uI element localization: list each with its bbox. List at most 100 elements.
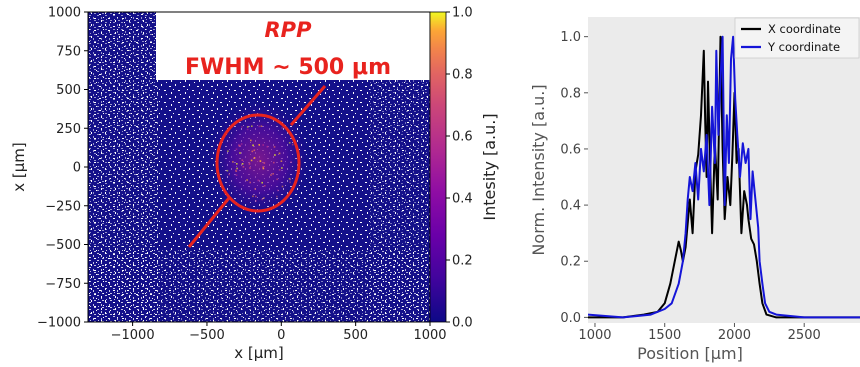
beam-profile-heatmap: RPP FWHM ~ 500 μm −1000 −500 0 500 1000 1000… — [10, 6, 499, 363]
line-chart-series — [588, 35, 860, 319]
hot-spot-speckle — [250, 139, 252, 142]
heatmap-y-tick-label: 0 — [73, 161, 81, 176]
line-chart-x-axis-label: Position [μm] — [637, 344, 743, 363]
hot-spot-speckle — [253, 149, 256, 152]
annotation-fwhm: FWHM ~ 500 μm — [185, 55, 391, 80]
hot-spot-speckle — [276, 178, 278, 181]
hot-spot-speckle — [228, 173, 230, 176]
heatmap-x-axis-label: x [μm] — [234, 344, 284, 362]
hot-spot-speckle — [236, 163, 238, 165]
hot-spot-speckle — [252, 144, 254, 147]
hot-spot-speckle — [227, 150, 229, 152]
hot-spot-speckle — [238, 144, 240, 146]
hot-spot-speckle — [263, 197, 265, 199]
fwhm-circle — [215, 113, 301, 213]
legend-label-x: X coordinate — [768, 22, 841, 36]
hot-spot-speckle — [242, 166, 245, 168]
colorbar-tick-label: 1.0 — [452, 6, 473, 21]
intensity-profile-chart: 1000 1500 2000 2500 0.0 0.2 0.4 0.6 0.8 1.0 X coo… — [529, 17, 860, 363]
line-chart-y-tick-label: 1.0 — [560, 30, 581, 45]
line-chart-y-tick-label: 0.0 — [560, 311, 581, 326]
colorbar-tick-label: 0.2 — [452, 254, 473, 269]
hot-spot-speckle — [273, 161, 275, 164]
hot-spot-speckle — [260, 125, 263, 127]
hot-spot-speckle — [262, 167, 265, 170]
heatmap-y-axis-ticks: 1000 750 500 250 0 −250 −500 −750 −1000 — [37, 6, 88, 331]
heatmap-y-tick-label: 1000 — [48, 6, 81, 21]
hot-spot-speckle — [241, 159, 244, 161]
heatmap-y-tick-label: −1000 — [37, 316, 81, 331]
hot-spot-speckle — [278, 169, 281, 171]
line-chart-x-tick-label: 1500 — [648, 328, 681, 343]
hot-spot-speckle — [246, 126, 249, 128]
hot-spot-speckle — [239, 144, 242, 147]
line-chart-y-tick-label: 0.2 — [560, 255, 581, 270]
heatmap-x-axis-ticks: −1000 −500 0 500 1000 — [111, 322, 447, 343]
heatmap-masked-region — [156, 12, 430, 80]
annotation-arrow-upper — [289, 85, 327, 126]
heatmap-y-axis-label: x [μm] — [10, 142, 28, 192]
annotation-title: RPP — [265, 18, 313, 42]
colorbar-tick-label: 0.0 — [452, 316, 473, 331]
line-chart-y-tick-label: 0.4 — [560, 199, 581, 214]
heatmap-y-tick-label: 500 — [56, 83, 81, 98]
hot-spot-speckle — [277, 189, 279, 192]
line-chart-ticks: 1000 1500 2000 2500 0.0 0.2 0.4 0.6 0.8 1.0 — [560, 30, 820, 343]
annotation-arrow-lower — [187, 197, 231, 248]
heatmap-x-tick-label: −500 — [189, 328, 225, 343]
hot-spot-speckle — [289, 178, 291, 181]
colorbar-ticks: 0.0 0.2 0.4 0.6 0.8 1.0 — [446, 6, 473, 331]
hot-spot-speckle — [253, 157, 256, 159]
legend-box — [734, 17, 860, 59]
hot-spot-speckle — [281, 185, 284, 188]
heatmap-y-tick-label: −500 — [45, 238, 81, 253]
hot-spot-speckle — [255, 200, 257, 202]
hot-spot-speckle — [289, 181, 291, 184]
hot-spot-speckle — [262, 144, 264, 146]
legend: X coordinate Y coordinate — [734, 17, 860, 59]
hot-spot-speckle — [280, 160, 283, 162]
hot-spot-speckle — [250, 159, 253, 162]
hot-spot-speckle — [236, 167, 238, 170]
line-chart-x-tick-label: 2000 — [718, 328, 751, 343]
heatmap-y-tick-label: 250 — [56, 122, 81, 137]
hot-spot-speckle — [288, 142, 291, 144]
hot-spot-speckle — [291, 143, 294, 146]
colorbar-tick-label: 0.4 — [452, 192, 473, 207]
hot-spot-speckle — [281, 127, 283, 129]
hot-spot-speckle — [249, 167, 251, 169]
heatmap-speckle-right — [370, 80, 430, 322]
heatmap-x-tick-label: 0 — [277, 328, 285, 343]
line-chart-y-tick-label: 0.6 — [560, 142, 581, 157]
hot-spot-speckle — [235, 174, 238, 176]
hot-spot-speckle — [261, 181, 263, 184]
hot-spot-speckle — [258, 144, 260, 146]
line-chart-y-axis-label: Norm. Intensity [a.u.] — [529, 84, 548, 255]
colorbar-tick-label: 0.8 — [452, 68, 473, 83]
hot-spot-speckle — [235, 170, 238, 172]
hot-spot-speckle — [257, 179, 260, 182]
hot-spot-speckle — [232, 161, 234, 163]
hot-spot-speckle — [252, 195, 254, 198]
hot-spot-speckle — [241, 126, 243, 128]
heatmap-y-tick-label: −250 — [45, 199, 81, 214]
hot-spot-speckle — [241, 163, 244, 165]
hot-spot-speckle — [254, 188, 256, 190]
hot-spot-speckle — [266, 145, 269, 148]
hot-spot-speckle — [255, 195, 257, 198]
line-chart-y-tick-label: 0.8 — [560, 86, 581, 101]
hot-spot-speckle — [290, 161, 292, 163]
hot-spot-speckle — [248, 163, 251, 165]
hot-spot-speckle — [246, 128, 249, 131]
hot-spot-speckle — [251, 125, 253, 127]
colorbar-tick-label: 0.6 — [452, 130, 473, 145]
hot-spot-speckle — [251, 150, 254, 153]
colorbar-label: Intesity [a.u.] — [480, 113, 499, 220]
hot-spot-speckle — [272, 173, 274, 175]
hot-spot-speckle — [258, 125, 261, 128]
hot-spot-speckle — [274, 154, 276, 156]
heatmap-hot-spot — [208, 101, 310, 218]
hot-spot-speckle — [261, 198, 263, 201]
hot-spot-speckle — [226, 169, 229, 172]
heatmap-x-tick-label: 500 — [343, 328, 368, 343]
